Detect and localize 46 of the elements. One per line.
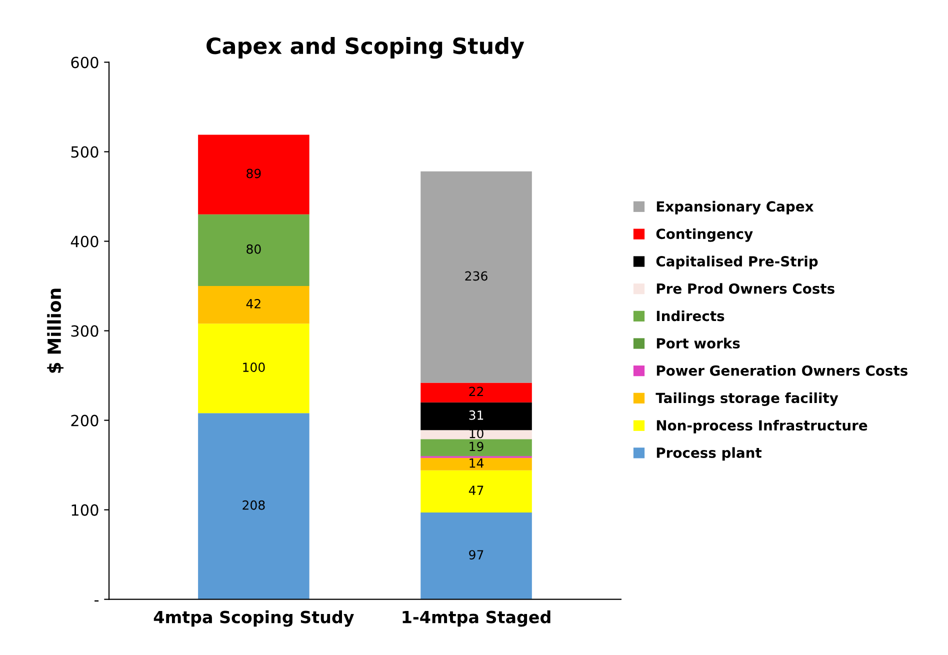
legend-label: Tailings storage facility	[656, 392, 838, 406]
bar	[198, 214, 310, 286]
bar	[420, 470, 532, 512]
y-tick-label: 600	[71, 56, 98, 68]
y-tick-label: 300	[71, 325, 98, 337]
y-tick-label: 200	[71, 414, 98, 426]
data-label: 42	[246, 298, 260, 308]
chart-title: Capex and Scoping Study	[206, 37, 524, 59]
legend-label: Expansionary Capex	[656, 200, 814, 214]
legend-label: Power Generation Owners Costs	[656, 365, 908, 376]
y-tick-label: -	[94, 600, 99, 602]
bar	[420, 458, 532, 470]
bar	[420, 439, 532, 456]
data-label: 97	[469, 550, 484, 560]
y-tick-label: 100	[72, 504, 98, 516]
data-label: 19	[470, 442, 484, 452]
data-label: 208	[242, 500, 265, 510]
bar	[198, 324, 310, 414]
bar	[420, 402, 532, 430]
legend-label: Pre Prod Owners Costs	[656, 283, 834, 294]
bar	[420, 382, 532, 402]
data-label: 100	[243, 362, 265, 372]
bar	[420, 430, 532, 440]
bar	[198, 413, 310, 600]
x-tick-label: 4mtpa Scoping Study	[154, 610, 354, 627]
y-tick-label: 400	[70, 236, 98, 248]
bar	[198, 134, 310, 214]
y-axis-title: $ Million	[47, 288, 64, 373]
legend-label: Non-process Infrastructure	[656, 420, 868, 434]
data-label: 80	[246, 244, 261, 254]
legend-label: Port works	[656, 338, 740, 349]
data-label: 14	[470, 458, 484, 468]
legend-label: Contingency	[656, 228, 753, 242]
bar	[198, 286, 310, 324]
data-label: 47	[468, 486, 484, 495]
data-label: 22	[469, 386, 483, 396]
y-tick-label: 500	[71, 146, 98, 158]
data-label: 89	[246, 168, 261, 178]
legend-label: Capitalised Pre-Strip	[656, 256, 818, 270]
x-tick-label: 1-4mtpa Staged	[402, 610, 550, 627]
bar	[420, 512, 532, 600]
legend-label: Process plant	[656, 447, 762, 461]
data-label: 236	[465, 271, 488, 281]
legend-label: Indirects	[656, 310, 724, 322]
bar	[420, 171, 532, 383]
data-label: 31	[469, 410, 484, 420]
